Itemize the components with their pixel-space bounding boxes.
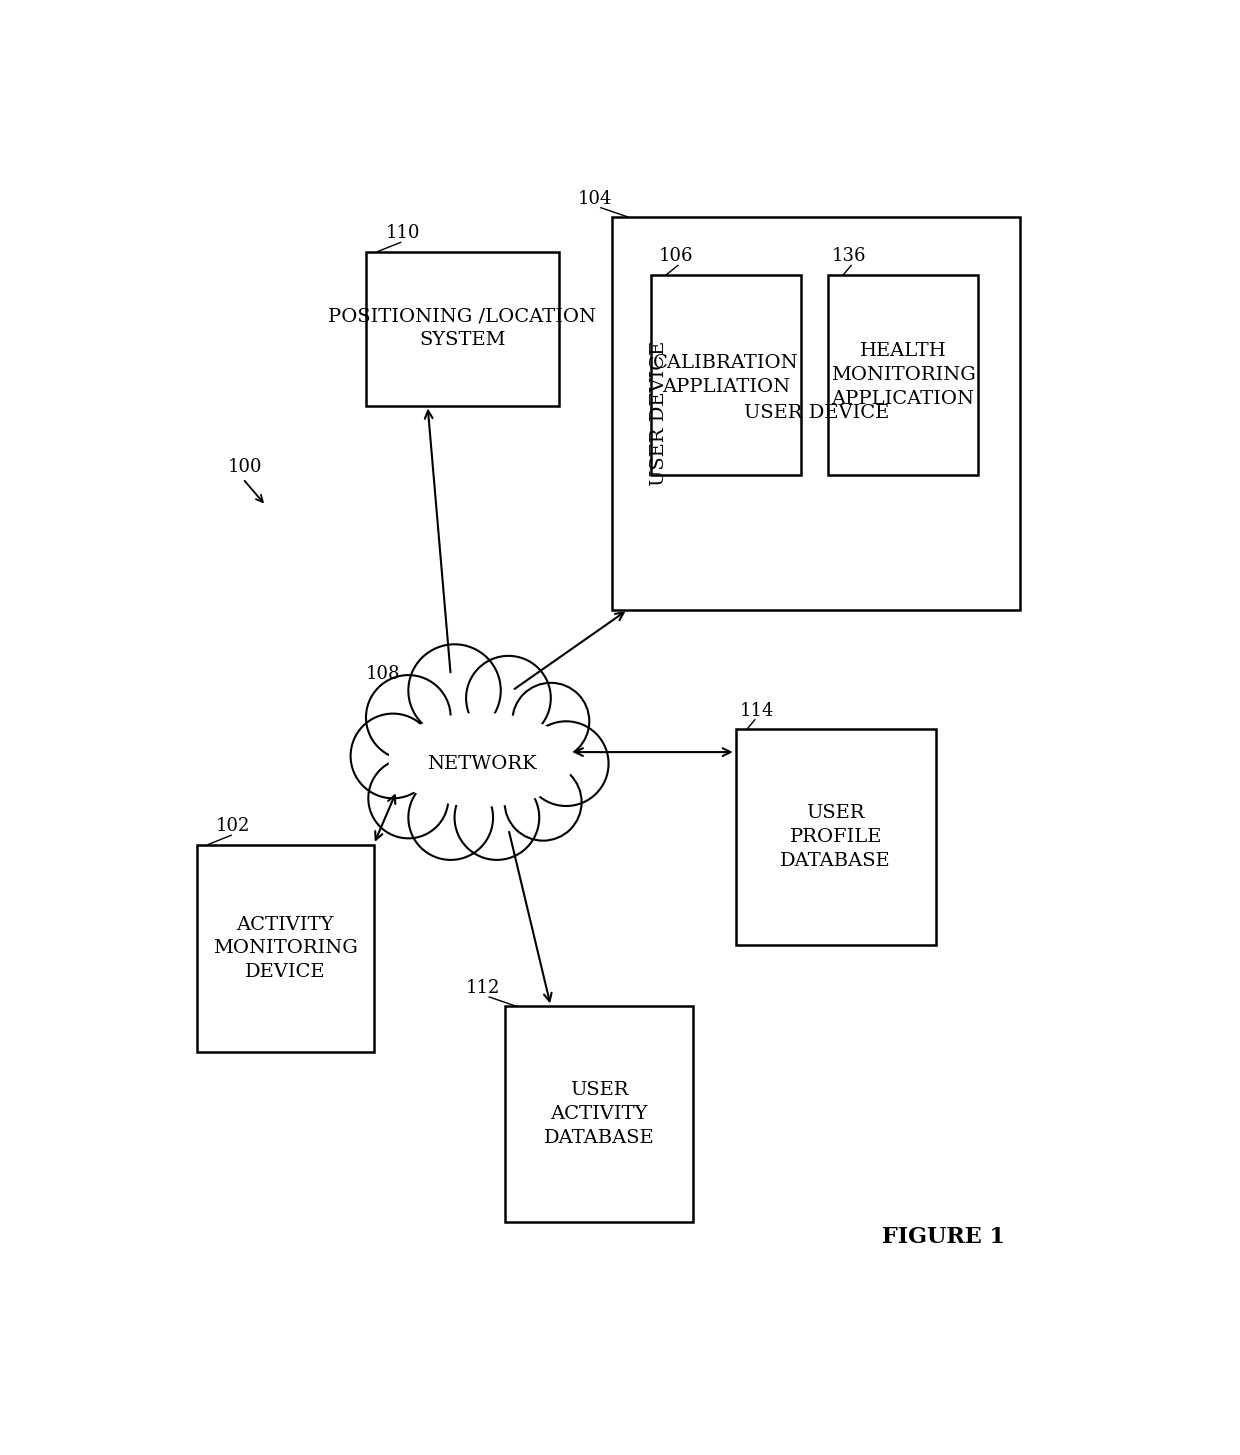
Circle shape [408,776,494,860]
Ellipse shape [389,713,574,806]
Text: SYSTEM: SYSTEM [419,332,506,349]
Ellipse shape [373,703,589,818]
Circle shape [408,645,501,736]
Text: 106: 106 [658,247,693,265]
Text: 104: 104 [578,189,613,208]
Text: CALIBRATION: CALIBRATION [653,354,799,372]
Circle shape [455,776,539,860]
Circle shape [523,722,609,806]
Text: POSITIONING /LOCATION: POSITIONING /LOCATION [329,308,596,326]
Text: ACTIVITY: ACTIVITY [551,1104,647,1123]
Text: USER DEVICE: USER DEVICE [650,340,667,486]
Text: USER: USER [569,1081,629,1100]
Text: APPLIATION: APPLIATION [662,378,790,396]
Text: DATABASE: DATABASE [780,851,892,870]
Circle shape [368,758,449,838]
Circle shape [351,713,435,799]
FancyBboxPatch shape [366,252,558,406]
Circle shape [512,682,589,760]
Text: APPLICATION: APPLICATION [832,390,975,407]
Text: HEALTH: HEALTH [859,342,946,359]
FancyBboxPatch shape [197,844,373,1052]
Text: USER: USER [806,805,866,822]
Circle shape [466,656,551,741]
Text: 136: 136 [832,247,867,265]
Text: 112: 112 [466,979,501,997]
Circle shape [366,675,450,760]
Text: 110: 110 [386,224,420,243]
FancyBboxPatch shape [651,275,801,474]
Text: 108: 108 [366,665,401,682]
Text: DEVICE: DEVICE [244,963,325,981]
Text: DATABASE: DATABASE [543,1129,655,1147]
Text: FIGURE 1: FIGURE 1 [882,1227,1004,1248]
FancyBboxPatch shape [613,217,1021,610]
Text: MONITORING: MONITORING [831,365,976,384]
Text: 102: 102 [216,818,250,835]
Text: 114: 114 [739,701,774,720]
FancyBboxPatch shape [505,1007,693,1222]
Text: MONITORING: MONITORING [213,940,357,957]
FancyBboxPatch shape [828,275,978,474]
Text: 100: 100 [227,458,262,476]
Text: USER DEVICE: USER DEVICE [744,404,889,422]
Text: NETWORK: NETWORK [427,755,537,773]
FancyBboxPatch shape [735,729,936,944]
Text: ACTIVITY: ACTIVITY [237,915,334,934]
Text: PROFILE: PROFILE [790,828,882,845]
Circle shape [505,764,582,841]
